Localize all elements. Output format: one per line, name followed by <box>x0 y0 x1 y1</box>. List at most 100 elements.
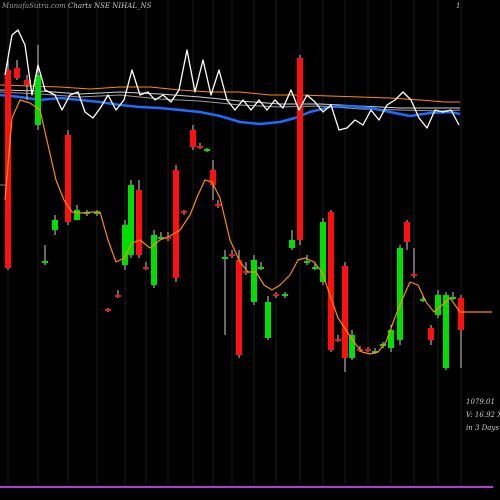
candle-body <box>297 58 303 240</box>
candle-body <box>136 190 142 255</box>
candle-body <box>289 240 295 248</box>
candle <box>236 250 242 358</box>
candle-body <box>65 135 71 222</box>
candle-body <box>122 225 128 265</box>
candle-body <box>388 330 394 348</box>
candle <box>115 290 121 298</box>
candle-doji <box>105 309 111 311</box>
candle <box>297 55 303 245</box>
candle <box>42 245 48 265</box>
candle <box>173 165 179 282</box>
candle <box>404 220 410 250</box>
candle-body <box>151 235 157 285</box>
candle-body <box>328 212 334 350</box>
candle <box>411 248 417 278</box>
candle-doji <box>335 339 341 341</box>
candle <box>122 220 128 270</box>
candle <box>349 330 355 360</box>
candle <box>197 143 203 149</box>
candle-body <box>435 295 441 315</box>
candle-body <box>128 185 134 255</box>
candle-doji <box>222 257 228 259</box>
candle-body <box>404 222 410 242</box>
candle <box>397 245 403 345</box>
candle <box>204 148 210 152</box>
candle-body <box>210 170 216 185</box>
candle-body <box>74 210 80 220</box>
candle <box>304 255 310 265</box>
candle-doji <box>258 267 264 269</box>
candle-body <box>349 335 355 358</box>
volume-unit: X <box>497 411 500 419</box>
candle <box>136 180 142 258</box>
candle-doji <box>115 295 121 297</box>
candle-doji <box>165 237 171 239</box>
candle-doji <box>42 261 48 263</box>
candle <box>105 308 111 312</box>
volume-readout: V: 16.92 X <box>466 411 500 419</box>
candle-doji <box>282 294 288 296</box>
candle-body <box>342 266 348 358</box>
candle-doji <box>215 204 221 206</box>
candle-doji <box>94 212 100 214</box>
candle-doji <box>204 149 210 151</box>
candle-body <box>35 75 41 125</box>
candle <box>35 45 41 130</box>
candle-body <box>14 68 20 78</box>
candle <box>458 295 464 368</box>
candle-doji <box>181 211 187 213</box>
candle <box>443 292 449 370</box>
candle <box>181 210 187 215</box>
candle <box>14 60 20 80</box>
candle <box>24 75 30 100</box>
candle <box>342 262 348 372</box>
candle-doji <box>411 274 417 276</box>
corner-label: 1 <box>456 2 461 10</box>
candle <box>52 215 58 235</box>
candle <box>65 130 71 225</box>
candle-doji <box>273 294 279 296</box>
candle <box>365 347 371 352</box>
site-name: MunafaSutra.com <box>2 2 66 10</box>
candle <box>215 200 221 208</box>
ma-long-line <box>0 93 461 126</box>
candle-doji <box>197 146 203 148</box>
candle-body <box>443 295 449 368</box>
candle-doji <box>243 271 249 273</box>
candle <box>94 210 100 216</box>
candle-body <box>458 298 464 330</box>
volume-value: V: 16.92 <box>466 411 495 419</box>
candle-body <box>397 248 403 340</box>
period-readout: in 3 Days <box>466 424 499 432</box>
candle-doji <box>158 237 164 239</box>
candle-body <box>173 170 179 278</box>
bottom-band <box>0 486 493 488</box>
price-line <box>4 29 460 131</box>
ma-gray-1-line <box>0 89 460 109</box>
candle-body <box>190 130 196 147</box>
candle <box>289 230 295 250</box>
candle <box>151 230 157 288</box>
candle-body <box>320 222 326 282</box>
candle <box>450 292 456 300</box>
candle <box>258 262 264 270</box>
candle-doji <box>229 254 235 256</box>
candle-body <box>236 260 242 355</box>
candle <box>428 325 434 345</box>
candle-doji <box>312 267 318 269</box>
price-readout: 1079.01 <box>466 398 495 406</box>
candle-body <box>265 302 271 338</box>
candle <box>335 335 341 342</box>
candle-body <box>251 260 257 302</box>
overlay-lines <box>4 29 492 355</box>
candle <box>328 210 334 352</box>
candle-doji <box>450 297 456 299</box>
candle <box>128 180 134 258</box>
candle-body <box>24 80 30 85</box>
candle <box>158 232 164 240</box>
candle-doji <box>372 351 378 353</box>
vertical-grid <box>7 0 462 485</box>
candle-doji <box>420 299 426 301</box>
candle <box>273 292 279 298</box>
